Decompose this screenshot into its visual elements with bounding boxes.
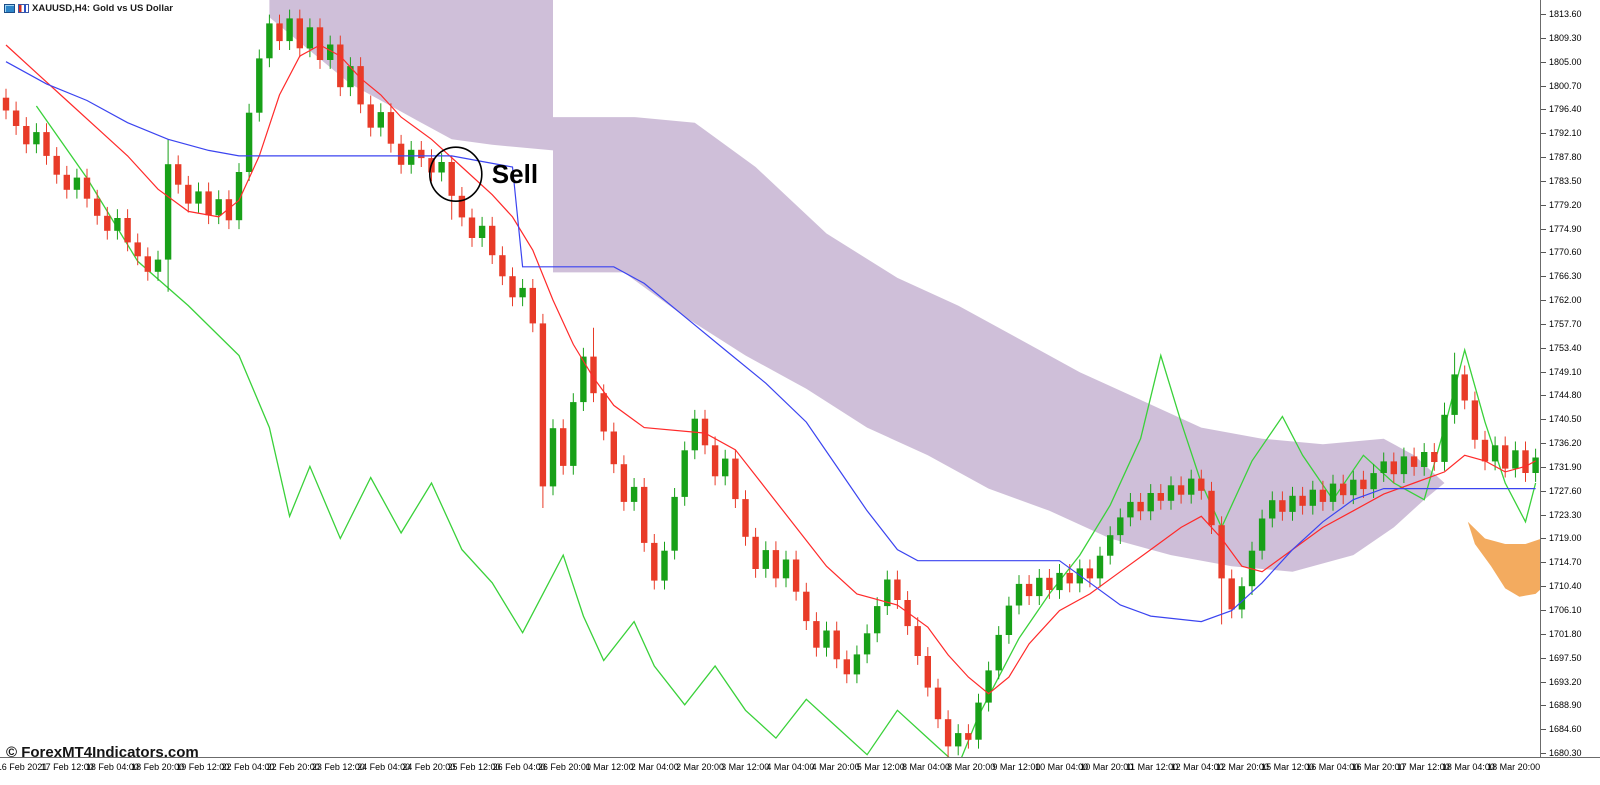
price-label: 1792.10 [1541, 128, 1582, 139]
time-label: 18 Feb 20:00 [131, 762, 185, 772]
watermark: © ForexMT4Indicators.com [6, 744, 199, 761]
time-label: 18 Feb 04:00 [85, 762, 139, 772]
time-label: 12 Mar 20:00 [1215, 762, 1269, 772]
time-label: 11 Mar 12:00 [1125, 762, 1179, 772]
price-label: 1680.30 [1541, 748, 1582, 759]
time-label: 23 Feb 12:00 [311, 762, 365, 772]
time-label: 17 Mar 12:00 [1396, 762, 1450, 772]
price-label: 1813.60 [1541, 9, 1582, 19]
price-label: 1749.10 [1541, 366, 1582, 377]
price-label: 1779.20 [1541, 199, 1582, 210]
candles [2, 9, 1539, 757]
time-label: 2 Mar 04:00 [630, 762, 679, 772]
time-label: 18 Mar 20:00 [1487, 762, 1541, 772]
time-label: 18 Mar 04:00 [1441, 762, 1495, 772]
time-label: 24 Feb 20:00 [402, 762, 456, 772]
time-label: 8 Mar 04:00 [901, 762, 951, 772]
price-label: 1809.30 [1541, 32, 1582, 43]
sell-label: Sell [492, 159, 538, 189]
price-label: 1740.50 [1541, 414, 1582, 425]
price-label: 1697.50 [1541, 652, 1582, 663]
time-label: 2 Mar 20:00 [675, 762, 725, 772]
price-label: 1723.30 [1541, 509, 1582, 520]
price-axis[interactable]: 1813.60 1809.30 1805.00 1800.70 1796.40 1792.… [1540, 0, 1600, 759]
price-label: 1762.00 [1541, 295, 1582, 306]
price-label: 1770.60 [1541, 247, 1582, 258]
price-label: 1714.70 [1541, 557, 1582, 568]
time-label: 25 Feb 12:00 [447, 762, 501, 772]
time-label: 22 Feb 20:00 [266, 762, 320, 772]
time-label: 16 Mar 04:00 [1306, 762, 1360, 772]
time-label: 10 Mar 20:00 [1080, 762, 1134, 772]
price-label: 1766.30 [1541, 271, 1582, 282]
time-label: 17 Feb 12:00 [40, 762, 94, 772]
price-label: 1800.70 [1541, 80, 1582, 91]
price-label: 1796.40 [1541, 104, 1582, 115]
candlestick-chart-icon [18, 4, 29, 13]
price-label: 1757.70 [1541, 318, 1582, 329]
price-label: 1736.20 [1541, 438, 1582, 449]
time-label: 24 Feb 04:00 [357, 762, 411, 772]
price-label: 1719.00 [1541, 533, 1582, 544]
price-label: 1688.90 [1541, 700, 1582, 711]
time-label: 4 Mar 04:00 [766, 762, 815, 772]
time-label: 26 Feb 04:00 [492, 762, 546, 772]
ichimoku-cloud [269, 0, 1445, 572]
sell-signal-circle [428, 146, 483, 202]
time-label: 16 Feb 2021 [0, 762, 48, 772]
price-chart[interactable]: Sell [0, 0, 1540, 757]
time-axis[interactable]: 16 Feb 2021 17 Feb 12:00 18 Feb 04:00 18 Fe… [0, 757, 1600, 785]
price-label: 1710.40 [1541, 581, 1582, 592]
time-label: 15 Mar 12:00 [1261, 762, 1315, 772]
time-label: 3 Mar 12:00 [721, 762, 770, 772]
mt4-window-icon [4, 4, 15, 13]
kijun-sen-line [5, 61, 1536, 623]
price-label: 1706.10 [1541, 605, 1582, 615]
price-label: 1787.80 [1541, 152, 1582, 163]
time-label: 16 Mar 20:00 [1351, 762, 1405, 772]
price-label: 1805.00 [1541, 56, 1582, 67]
time-label: 22 Feb 04:00 [221, 762, 275, 772]
price-label: 1731.90 [1541, 461, 1582, 472]
time-label: 5 Mar 12:00 [856, 762, 905, 772]
price-label: 1783.50 [1541, 175, 1582, 186]
time-label: 26 Feb 20:00 [537, 762, 591, 772]
chart-info-bar: XAUUSD,H4: Gold vs US Dollar [4, 3, 173, 14]
time-label: 8 Mar 20:00 [947, 762, 996, 772]
time-label: 1 Mar 12:00 [585, 762, 634, 772]
price-label: 1753.40 [1541, 342, 1582, 353]
price-label: 1744.80 [1541, 390, 1582, 401]
symbol-title: XAUUSD,H4: Gold vs US Dollar [32, 3, 173, 14]
price-label: 1684.60 [1541, 724, 1582, 735]
price-label: 1727.60 [1541, 485, 1582, 496]
tenkan-sen-line [5, 44, 1536, 695]
price-label: 1774.90 [1541, 223, 1582, 234]
orange-cloud [1467, 521, 1540, 597]
time-label: 12 Mar 04:00 [1170, 762, 1224, 772]
time-label: 9 Mar 12:00 [992, 762, 1041, 772]
time-label: 10 Mar 04:00 [1035, 762, 1089, 772]
price-label: 1693.20 [1541, 676, 1582, 687]
price-label: 1701.80 [1541, 628, 1582, 639]
time-label: 4 Mar 20:00 [811, 762, 860, 772]
time-label: 19 Feb 12:00 [176, 762, 230, 772]
